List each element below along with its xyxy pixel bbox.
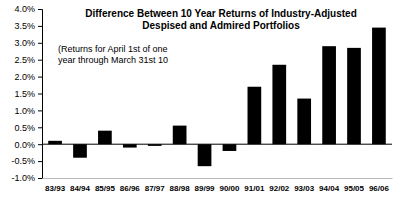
bar: [73, 144, 87, 158]
y-tick-mark: [38, 9, 42, 10]
x-tick-label: 83/93: [45, 184, 66, 193]
y-tick-mark: [38, 161, 42, 162]
x-tick: 87/97: [145, 178, 166, 193]
x-tick: 89/99: [195, 178, 216, 193]
x-tick: 86/96: [120, 178, 141, 193]
x-tick-label: 88/98: [170, 184, 191, 193]
x-tick: 84/94: [70, 178, 91, 193]
y-tick: 1.5%: [14, 89, 42, 99]
x-tick-label: 94/04: [319, 184, 340, 193]
x-tick-label: 91/01: [244, 184, 265, 193]
y-tick-label: 0.5%: [14, 123, 35, 133]
y-tick-label: 3.5%: [14, 21, 35, 31]
y-tick: 0.5%: [14, 123, 42, 133]
title: Difference Between 10 Year Returns of In…: [85, 8, 357, 19]
plot: -1.0% -0.5% 0.0% 0.5% 1.0% 1.5% 2.0% 2.5% 3.0% 3.…: [11, 4, 392, 192]
x-axis: 83/93 84/94 85/95 86/96 87/97 88/98 89/9990/00…: [43, 178, 393, 193]
y-tick-label: -0.5%: [11, 156, 35, 166]
bar: [372, 28, 386, 145]
bar: [347, 48, 361, 144]
y-tick: -1.0%: [11, 173, 42, 183]
y-tick: -0.5%: [11, 156, 42, 166]
chart: -1.0% -0.5% 0.0% 0.5% 1.0% 1.5% 2.0% 2.5% 3.0% 3.…: [0, 0, 400, 206]
bar: [98, 131, 112, 145]
y-tick-label: 1.0%: [14, 106, 35, 116]
bar: [48, 141, 62, 144]
y-tick-label: 3.0%: [14, 38, 35, 48]
y-tick: 3.0%: [14, 38, 42, 48]
y-tick-mark: [38, 94, 42, 95]
y-tick: 2.5%: [14, 55, 42, 65]
y-tick-mark: [38, 26, 42, 27]
bars: [48, 28, 386, 167]
y-tick: 2.0%: [14, 72, 42, 82]
x-tick-label: 92/02: [269, 184, 290, 193]
y-tick-label: 0.0%: [14, 140, 35, 150]
x-tick: 95/05: [344, 178, 365, 193]
bar: [272, 65, 286, 144]
x-tick: 94/04: [319, 178, 340, 193]
y-tick: 4.0%: [14, 4, 42, 14]
x-tick: 92/02: [269, 178, 290, 193]
x-tick-label: 87/97: [145, 184, 166, 193]
y-tick-label: 4.0%: [14, 4, 35, 14]
y-tick-label: 1.5%: [14, 89, 35, 99]
x-tick-label: 86/96: [120, 184, 141, 193]
y-axis-line: [38, 10, 43, 179]
y-tick-mark: [38, 127, 42, 128]
x-tick-label: 93/03: [294, 184, 315, 193]
bar: [297, 99, 311, 145]
x-tick-label: 95/05: [344, 184, 365, 193]
x-tick: 93/03: [294, 178, 315, 193]
y-tick-mark: [38, 144, 42, 145]
y-tick: 3.5%: [14, 21, 42, 31]
bar: [322, 46, 336, 144]
x-tick: 90/00: [219, 178, 240, 193]
bar: [248, 87, 262, 144]
x-tick-label: 96/06: [369, 184, 390, 193]
x-tick-label: 85/95: [95, 184, 116, 193]
annotation: (Returns for April 1st of one: [58, 44, 168, 54]
x-tick: 91/01: [244, 178, 265, 193]
y-axis: -1.0% -0.5% 0.0% 0.5% 1.0% 1.5% 2.0% 2.5% 3.0% 3.…: [11, 4, 42, 183]
y-tick-label: 2.0%: [14, 72, 35, 82]
x-tick: 85/95: [95, 178, 116, 193]
y-tick-mark: [38, 60, 42, 61]
x-axis-line: [43, 178, 393, 179]
bar: [173, 126, 187, 145]
x-tick-label: 89/99: [195, 184, 216, 193]
bar: [198, 144, 212, 166]
x-tick: 88/98: [170, 178, 191, 193]
y-tick-label: -1.0%: [11, 173, 35, 183]
zero-line: [42, 144, 392, 145]
y-tick-label: 2.5%: [14, 55, 35, 65]
y-tick-mark: [38, 43, 42, 44]
bar: [123, 144, 137, 147]
x-tick: 96/06: [369, 178, 390, 193]
annotation: year through March 31st 10: [58, 55, 168, 65]
x-tick: 83/93: [45, 178, 66, 193]
y-tick: 0.0%: [14, 140, 42, 150]
y-tick: 1.0%: [14, 106, 42, 116]
x-tick-label: 84/94: [70, 184, 91, 193]
title: Despised and Admired Portfolios: [142, 20, 300, 31]
bar: [223, 144, 237, 151]
x-tick-label: 90/00: [219, 184, 240, 193]
y-tick-mark: [38, 110, 42, 111]
y-tick-mark: [38, 77, 42, 78]
y-tick-mark: [38, 178, 42, 179]
